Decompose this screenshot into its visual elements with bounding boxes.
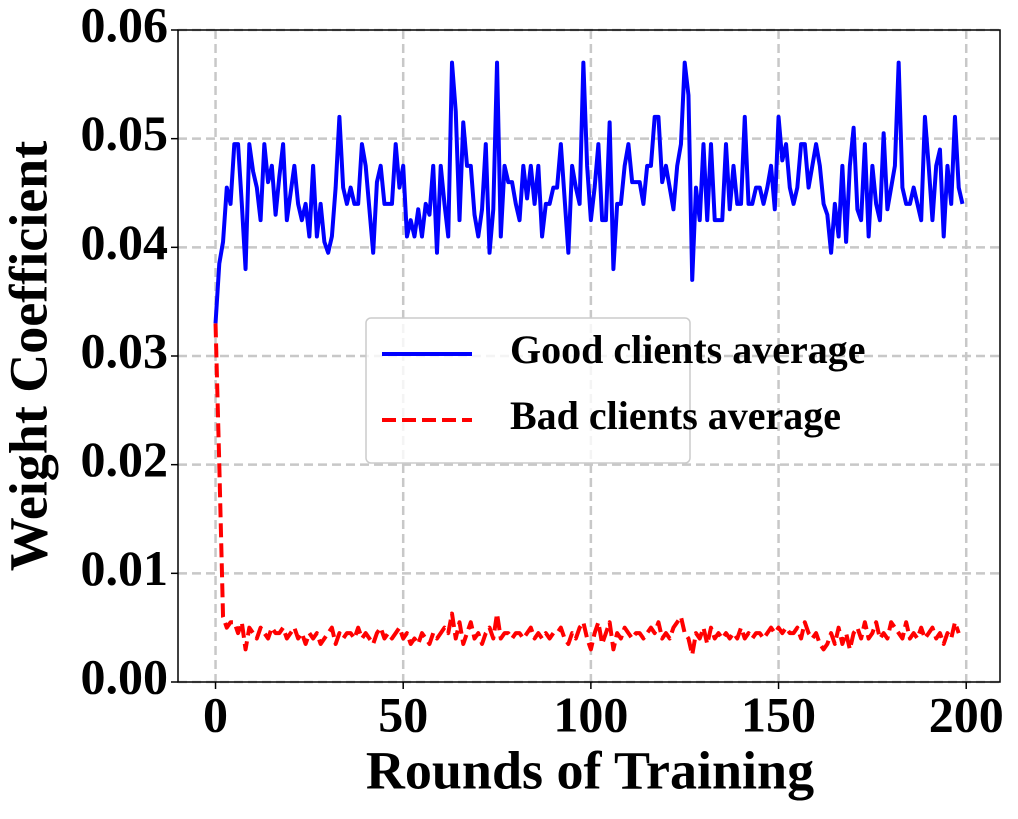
y-tick-label: 0.02: [81, 431, 169, 487]
y-tick-label: 0.00: [81, 648, 169, 704]
y-tick-label: 0.01: [81, 540, 169, 596]
plot-frame: [177, 29, 1001, 683]
y-tick-label: 0.05: [81, 105, 169, 161]
series-line: [213, 323, 961, 657]
y-tick-label: 0.06: [81, 0, 169, 52]
x-tick-label: 100: [553, 686, 628, 742]
x-tick-label: 200: [929, 686, 1004, 742]
legend-label: Good clients average: [510, 327, 866, 372]
y-tick-label: 0.03: [81, 322, 169, 378]
y-axis-label: Weight Coefficient: [0, 141, 58, 571]
legend-label: Bad clients average: [510, 393, 841, 438]
x-tick-label: 150: [741, 686, 816, 742]
series-line: [213, 60, 965, 324]
x-tick-label: 0: [203, 686, 228, 742]
x-tick-label: 50: [378, 686, 428, 742]
y-tick-label: 0.04: [81, 214, 169, 270]
x-axis-label: Rounds of Training: [366, 740, 814, 800]
